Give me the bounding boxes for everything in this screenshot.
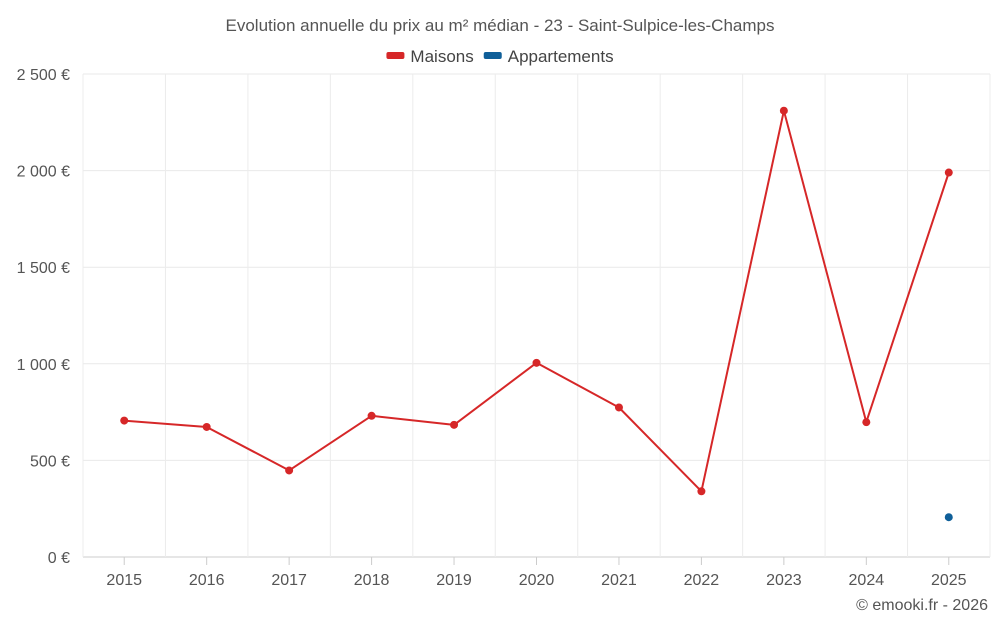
data-point-maisons [862,418,871,427]
x-tick-label: 2022 [684,572,720,589]
x-tick-label: 2025 [931,572,967,589]
y-tick-label: 2 000 € [17,164,70,181]
data-point-maisons [944,168,953,177]
series-layer [120,106,953,522]
y-tick-label: 1 000 € [17,357,70,374]
grid [82,73,991,558]
x-tick-label: 2024 [849,572,885,589]
data-point-maisons [532,358,541,367]
data-point-maisons [285,466,294,475]
x-tick-label: 2017 [271,572,307,589]
x-tick-label: 2023 [766,572,802,589]
data-point-maisons [450,420,459,429]
x-tick-label: 2016 [189,572,225,589]
data-point-appartements [944,513,953,522]
y-axis: 0 € 500 € 1 000 € 1 500 € 2 000 € 2 500 € [17,67,70,567]
legend: Maisons Appartements [386,47,614,66]
data-point-maisons [120,416,129,425]
x-tick-label: 2021 [601,572,637,589]
y-tick-label: 0 € [48,550,70,567]
x-axis: 2015 2016 2017 2018 2019 2020 2021 2022 2023 2024… [106,557,967,589]
data-point-maisons [779,106,788,115]
legend-swatch-maisons [386,52,405,59]
x-tick-label: 2019 [436,572,472,589]
y-tick-label: 500 € [30,453,70,470]
legend-swatch-appartements [483,52,502,59]
x-tick-label: 2015 [106,572,142,589]
y-tick-label: 2 500 € [17,67,70,84]
data-point-maisons [367,411,376,420]
chart-credit: © emooki.fr - 2026 [856,597,988,614]
data-point-maisons [202,422,211,431]
data-point-maisons [697,487,706,496]
data-point-maisons [614,403,623,412]
legend-label-maisons: Maisons [410,47,473,66]
legend-label-appartements: Appartements [508,47,614,66]
y-tick-label: 1 500 € [17,260,70,277]
chart-title: Evolution annuelle du prix au m² médian … [226,16,775,35]
x-tick-label: 2020 [519,572,555,589]
x-tick-label: 2018 [354,572,390,589]
